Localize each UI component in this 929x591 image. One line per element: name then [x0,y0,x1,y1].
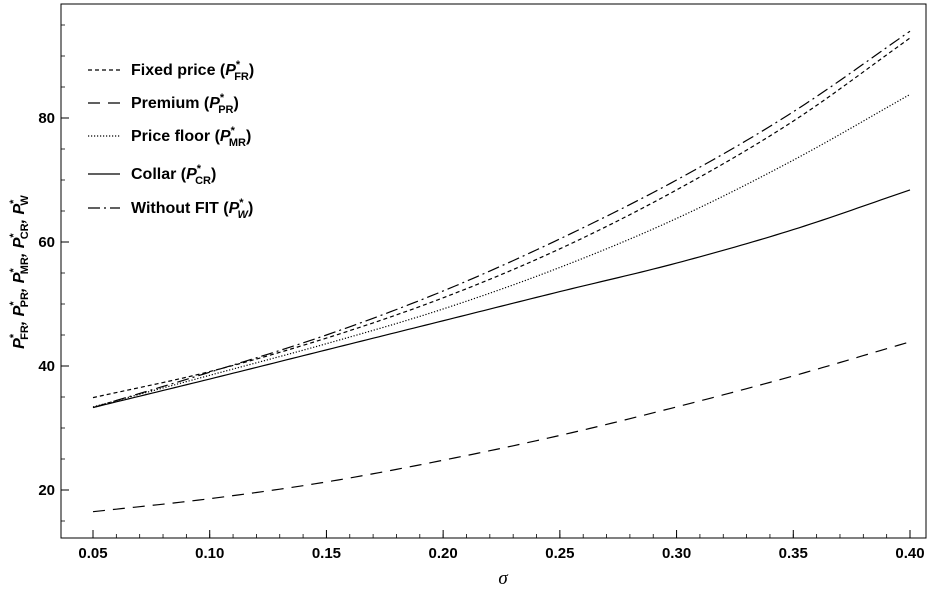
y-tick-label: 60 [38,234,55,251]
x-tick-label: 0.15 [312,545,341,562]
series-line-w [92,30,911,409]
series-line-mr [92,93,911,408]
legend-label: Price floor (P* MR) [131,125,251,149]
y-axis-ticks: 20 40 60 80 [38,24,69,522]
plot-frame [60,3,927,539]
x-tick-label: 0.20 [429,545,458,562]
y-tick-label: 80 [38,110,55,127]
legend-label: Collar (P* CR) [131,163,216,187]
x-tick-label: 0.30 [662,545,691,562]
y-tick-label: 40 [38,358,55,375]
y-axis-label: P*FR, P*PR, P*MR, P*CR, P*W [8,195,31,349]
x-tick-label: 0.25 [545,545,574,562]
legend-label: Premium (P* PR) [131,92,239,116]
series-lines [92,30,911,513]
series-line-fr [92,37,911,399]
x-tick-label: 0.10 [195,545,224,562]
legend-label: Without FIT (P* W) [131,197,253,221]
x-tick-label: 0.35 [779,545,808,562]
series-line-pr [92,341,911,513]
x-axis-label: σ [498,568,508,589]
legend-label: Fixed price (P* FR) [131,59,254,83]
y-tick-label: 20 [38,482,55,499]
x-tick-label: 0.05 [78,545,107,562]
legend: Fixed price (P* FR) Premium (P* PR) Price fl… [88,59,254,221]
x-axis-ticks: 0.05 0.10 0.15 0.20 0.25 0.30 0.35 0.40 [78,530,925,562]
series-line-cr [92,189,911,409]
x-tick-label: 0.40 [895,545,924,562]
